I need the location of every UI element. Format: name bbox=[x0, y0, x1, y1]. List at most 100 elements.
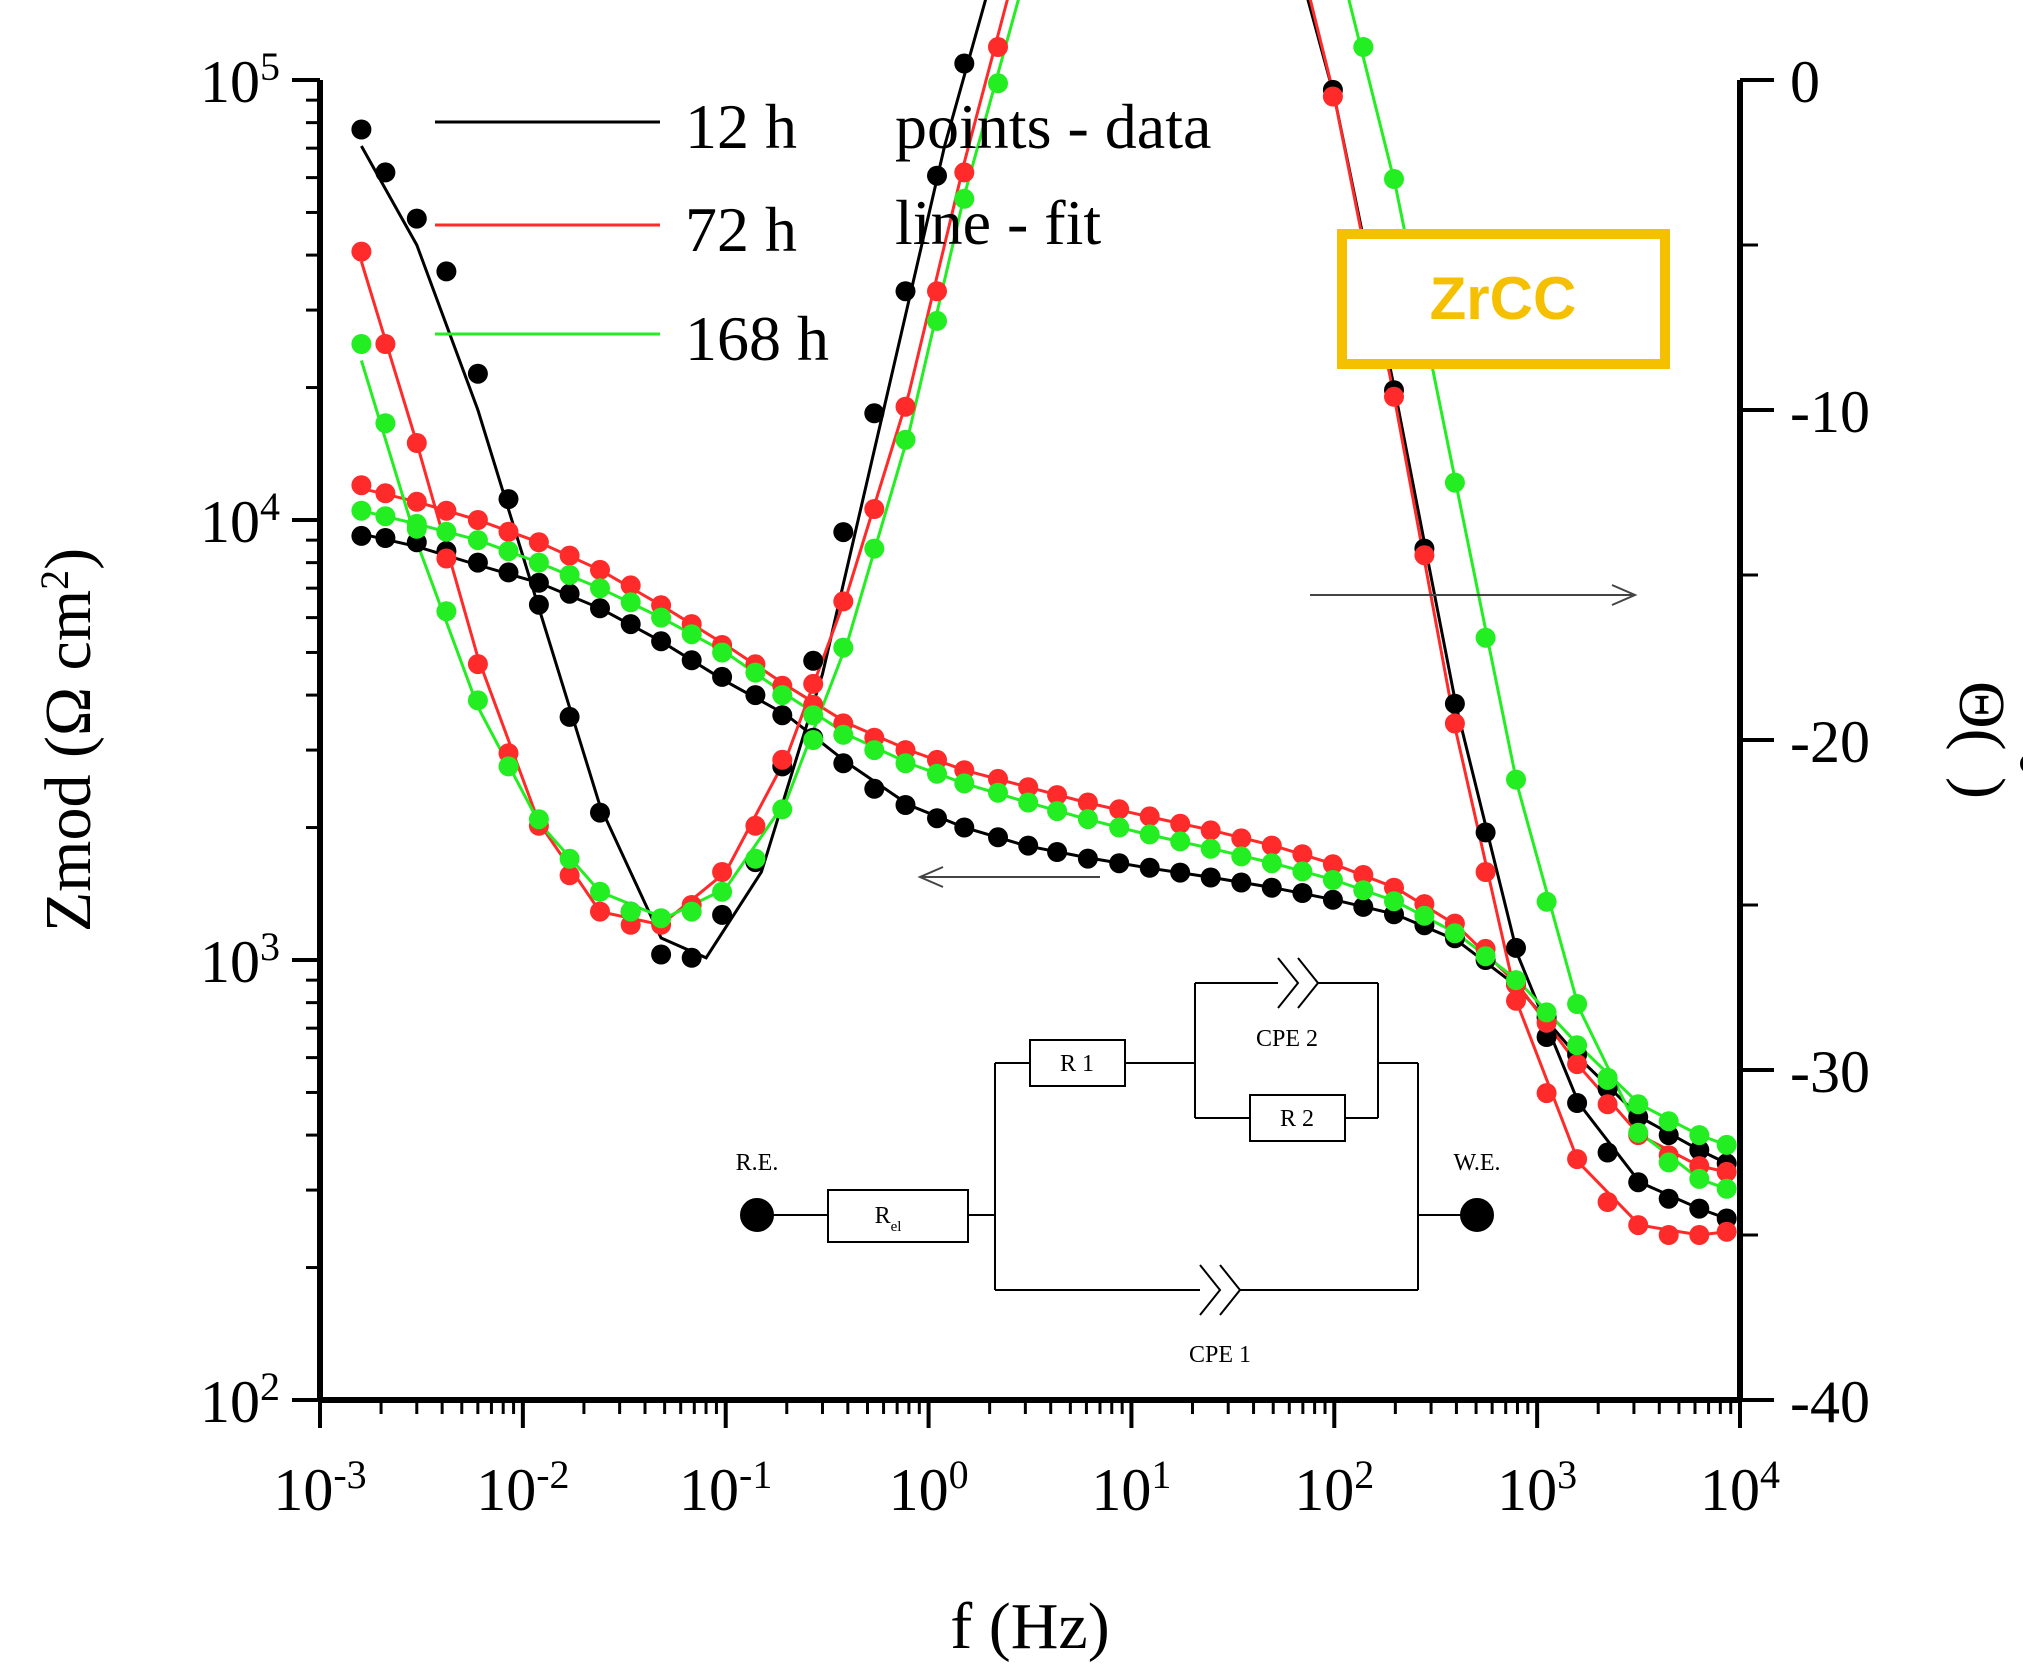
point-phase-168h bbox=[620, 901, 641, 922]
point-phase-72h bbox=[1658, 1225, 1679, 1245]
point-zmod-168h bbox=[1139, 824, 1160, 845]
point-zmod-12h bbox=[1047, 842, 1068, 862]
point-zmod-168h bbox=[1261, 853, 1282, 874]
x-tick-label: 104 bbox=[1700, 1452, 1780, 1524]
x-tick-label-exp: 1 bbox=[1151, 1452, 1171, 1497]
x-tick-label-mantissa: 10 bbox=[1294, 1457, 1354, 1523]
point-phase-12h bbox=[436, 261, 457, 282]
point-zmod-72h bbox=[375, 483, 396, 504]
point-zmod-168h bbox=[803, 705, 824, 726]
point-zmod-12h bbox=[745, 685, 766, 706]
point-phase-168h bbox=[1689, 1168, 1710, 1189]
point-phase-72h bbox=[954, 162, 975, 183]
point-zmod-12h bbox=[559, 583, 580, 604]
point-zmod-12h bbox=[712, 666, 733, 687]
x-tick-label-exp: -3 bbox=[333, 1452, 366, 1497]
point-phase-12h bbox=[1536, 1027, 1557, 1047]
point-phase-12h bbox=[1567, 1093, 1588, 1113]
right-tick-label: -20 bbox=[1790, 709, 1870, 775]
left-axis-title-sup: 2 bbox=[32, 570, 77, 590]
sample-badge-text: ZrCC bbox=[1430, 265, 1577, 332]
point-zmod-12h bbox=[988, 827, 1008, 848]
point-phase-72h bbox=[1475, 862, 1496, 882]
point-zmod-12h bbox=[1353, 896, 1374, 917]
point-zmod-168h bbox=[467, 530, 488, 551]
point-zmod-168h bbox=[559, 565, 580, 585]
point-phase-12h bbox=[1506, 937, 1526, 958]
point-zmod-12h bbox=[954, 817, 975, 838]
circuit-labels: R.E. W.E. Rel R 1 R 2 CPE 2 CPE 1 bbox=[736, 1026, 1501, 1368]
point-phase-168h bbox=[927, 310, 947, 331]
point-phase-12h bbox=[1689, 1198, 1710, 1219]
point-zmod-168h bbox=[436, 521, 457, 542]
x-tick-label-mantissa: 10 bbox=[679, 1457, 739, 1523]
point-phase-12h bbox=[895, 281, 916, 302]
point-zmod-12h bbox=[375, 528, 396, 548]
right-axis-title-close: ) bbox=[1945, 777, 2018, 799]
point-zmod-72h bbox=[498, 521, 519, 542]
point-zmod-12h bbox=[1018, 835, 1039, 856]
x-tick-label-mantissa: 10 bbox=[889, 1457, 949, 1523]
re-label: R.E. bbox=[736, 1150, 779, 1176]
point-phase-12h bbox=[681, 947, 702, 968]
x-tick-label: 100 bbox=[889, 1452, 969, 1524]
left-tick-label-mantissa: 10 bbox=[200, 929, 260, 995]
x-tick-label-mantissa: 10 bbox=[1700, 1457, 1760, 1523]
point-phase-168h bbox=[528, 809, 549, 830]
point-phase-12h bbox=[351, 119, 372, 140]
point-zmod-72h bbox=[1047, 785, 1068, 806]
legend-label-72h: 72 h bbox=[685, 194, 797, 265]
point-phase-168h bbox=[1506, 769, 1526, 790]
zmod-axis-arrow bbox=[917, 866, 1100, 888]
point-phase-168h bbox=[681, 901, 702, 922]
point-phase-168h bbox=[864, 538, 885, 559]
point-zmod-72h bbox=[1231, 828, 1252, 849]
fit-phase-168h bbox=[359, 0, 1728, 1191]
point-zmod-12h bbox=[498, 562, 519, 583]
left-tick-label-exp: 2 bbox=[260, 1364, 280, 1409]
r1-resistor bbox=[1029, 1039, 1126, 1087]
point-zmod-168h bbox=[927, 763, 947, 784]
x-tick-label-exp: -1 bbox=[739, 1452, 772, 1497]
point-phase-168h bbox=[954, 188, 975, 209]
point-phase-168h bbox=[1444, 472, 1465, 493]
point-zmod-168h bbox=[528, 552, 549, 573]
point-zmod-72h bbox=[590, 559, 610, 580]
right-tick-label: -30 bbox=[1790, 1039, 1870, 1105]
phase-axis-arrow bbox=[1310, 584, 1638, 606]
point-phase-72h bbox=[1628, 1215, 1649, 1236]
x-tick-label-exp: 4 bbox=[1760, 1452, 1780, 1497]
point-zmod-168h bbox=[351, 500, 372, 521]
x-tick-label: 10-3 bbox=[273, 1452, 366, 1524]
point-zmod-168h bbox=[1018, 792, 1039, 813]
point-zmod-168h bbox=[1536, 1002, 1557, 1023]
left-tick-label-mantissa: 10 bbox=[200, 49, 260, 115]
data-points bbox=[351, 37, 1737, 1245]
point-phase-168h bbox=[745, 848, 766, 869]
point-phase-72h bbox=[1384, 386, 1404, 407]
point-zmod-12h bbox=[895, 795, 916, 815]
point-zmod-72h bbox=[528, 532, 549, 553]
point-zmod-72h bbox=[1200, 820, 1221, 841]
point-phase-12h bbox=[467, 363, 488, 384]
left-tick-label-mantissa: 10 bbox=[200, 1369, 260, 1435]
x-tick-label-mantissa: 10 bbox=[476, 1457, 536, 1523]
rel-label-sub: el bbox=[891, 1219, 902, 1235]
point-phase-168h bbox=[833, 637, 854, 658]
point-phase-168h bbox=[436, 601, 457, 622]
point-zmod-72h bbox=[1170, 813, 1191, 834]
point-phase-72h bbox=[406, 433, 427, 453]
point-zmod-168h bbox=[620, 592, 641, 613]
point-zmod-12h bbox=[772, 705, 793, 726]
point-phase-72h bbox=[988, 37, 1008, 57]
rel-label: Rel bbox=[875, 1203, 902, 1235]
point-phase-72h bbox=[559, 865, 580, 886]
point-phase-168h bbox=[772, 799, 793, 820]
point-zmod-12h bbox=[467, 552, 488, 573]
point-zmod-72h bbox=[1597, 1094, 1618, 1115]
point-zmod-12h bbox=[1689, 1140, 1710, 1160]
point-zmod-72h bbox=[1109, 799, 1130, 820]
point-phase-168h bbox=[559, 848, 580, 869]
point-zmod-168h bbox=[1506, 970, 1526, 991]
point-phase-168h bbox=[590, 881, 610, 902]
